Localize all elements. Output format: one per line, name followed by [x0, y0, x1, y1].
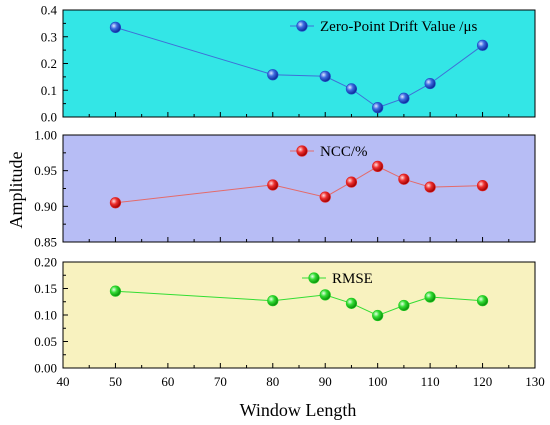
panel-2: 0.85 0.90 0.95 1.00 NCC/%: [34, 128, 536, 250]
y-tick-label: 0.2: [41, 56, 57, 71]
x-tick-label: 80: [266, 374, 279, 389]
y-tick-label: 0.3: [41, 29, 57, 44]
x-axis-title: Window Length: [240, 400, 357, 420]
y-tick-label: 0.85: [34, 235, 57, 250]
data-point: [319, 191, 331, 203]
legend-marker: [308, 272, 320, 284]
x-tick-label: 90: [319, 374, 332, 389]
y-tick-label: 0.95: [34, 163, 57, 178]
y-tick-label: 0.15: [34, 281, 57, 296]
x-tick-label: 50: [109, 374, 122, 389]
data-point: [319, 70, 331, 82]
panel-frame: [62, 134, 536, 243]
x-tick-label: 60: [161, 374, 174, 389]
data-point: [398, 173, 410, 185]
y-tick-label: 0.1: [41, 83, 57, 98]
data-point: [267, 295, 279, 307]
y-tick-label: 0.00: [34, 361, 57, 376]
y-tick-label: 0.05: [34, 334, 57, 349]
y-tick-label: 0.10: [34, 308, 57, 323]
data-point: [345, 176, 358, 188]
data-point: [345, 297, 358, 309]
data-point: [109, 21, 122, 33]
x-tick-label: 110: [421, 374, 440, 389]
panel-frame: [62, 261, 536, 369]
data-point: [424, 291, 436, 303]
data-point: [109, 285, 122, 297]
x-axis: 40 50 60 70 80 90 100 110 120 130: [57, 374, 545, 389]
data-point: [267, 69, 279, 81]
panel-frame: [62, 9, 536, 118]
legend-marker: [296, 20, 308, 32]
x-tick-label: 100: [368, 374, 388, 389]
legend-label: Zero-Point Drift Value /μs: [320, 19, 477, 35]
y-tick-label: 1.00: [34, 128, 57, 143]
data-point: [267, 179, 279, 191]
data-point: [398, 299, 410, 312]
panel-background: [63, 262, 535, 368]
x-tick-label: 130: [525, 374, 545, 389]
data-point: [476, 295, 489, 307]
legend-label: NCC/%: [320, 144, 368, 160]
data-point: [398, 92, 410, 104]
data-point: [372, 160, 384, 172]
data-point: [372, 102, 384, 114]
data-point: [476, 39, 489, 51]
panels-layer: 0.0 0.1 0.2 0.3 0.4 Zero-Point Drift Value /μ…: [34, 3, 536, 376]
data-point: [319, 289, 331, 301]
data-point: [476, 180, 489, 192]
data-point: [109, 197, 122, 209]
y-tick-label: 0.0: [41, 110, 57, 125]
data-point: [345, 83, 358, 95]
legend-label: RMSE: [332, 271, 373, 287]
data-point: [424, 77, 436, 90]
y-axis-title: Amplitude: [6, 151, 26, 228]
x-tick-label: 70: [214, 374, 227, 389]
data-point: [372, 309, 384, 322]
y-tick-label: 0.4: [41, 3, 58, 18]
x-tick-label: 40: [57, 374, 70, 389]
legend-marker: [296, 145, 308, 157]
y-tick-label: 0.90: [34, 199, 57, 214]
x-tick-label: 120: [473, 374, 493, 389]
data-point: [424, 181, 436, 193]
panel-3: 0.00 0.05 0.10 0.15 0.20 RMSE: [34, 255, 536, 376]
y-tick-label: 0.20: [34, 255, 57, 270]
panel-1: 0.0 0.1 0.2 0.3 0.4 Zero-Point Drift Value /μ…: [41, 3, 536, 125]
